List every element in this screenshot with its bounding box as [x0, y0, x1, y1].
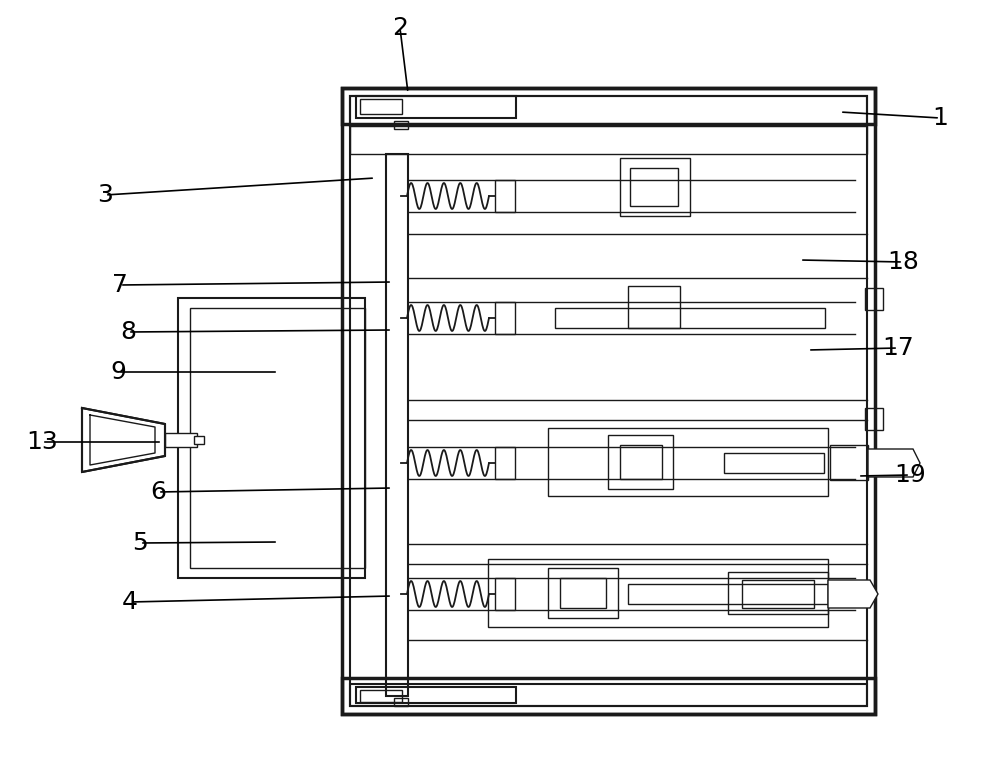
Bar — [495, 578, 515, 610]
Bar — [350, 96, 867, 126]
Bar — [342, 678, 875, 714]
Text: 17: 17 — [882, 336, 914, 360]
Bar — [555, 308, 825, 328]
Text: 6: 6 — [150, 480, 166, 504]
Bar — [356, 687, 516, 703]
Text: 19: 19 — [894, 463, 926, 487]
Bar — [342, 88, 875, 124]
Bar — [342, 88, 875, 714]
Bar — [165, 433, 197, 447]
Bar — [178, 298, 365, 578]
Bar — [628, 584, 828, 604]
Text: 3: 3 — [97, 183, 113, 207]
Text: 4: 4 — [122, 590, 138, 614]
Bar — [386, 154, 408, 696]
Text: 9: 9 — [110, 360, 126, 384]
Bar — [865, 288, 883, 310]
Bar — [728, 572, 828, 614]
Text: 18: 18 — [887, 250, 919, 274]
Bar — [620, 158, 690, 216]
Text: 5: 5 — [132, 531, 148, 555]
Text: 7: 7 — [112, 273, 128, 297]
Bar — [350, 126, 867, 154]
Bar — [356, 96, 516, 118]
Text: 13: 13 — [26, 430, 58, 454]
Bar — [628, 286, 680, 328]
Text: 2: 2 — [392, 16, 408, 40]
Bar — [620, 445, 662, 479]
Bar — [360, 690, 402, 702]
Bar — [495, 447, 515, 479]
Bar — [194, 436, 204, 444]
Bar — [830, 445, 868, 480]
Polygon shape — [868, 449, 920, 477]
Text: 1: 1 — [932, 106, 948, 130]
Bar — [630, 168, 678, 206]
Bar — [865, 408, 883, 430]
Polygon shape — [828, 580, 878, 608]
Bar — [350, 96, 867, 706]
Text: 8: 8 — [120, 320, 136, 344]
Bar — [742, 580, 814, 608]
Bar — [394, 698, 408, 706]
Bar — [724, 453, 824, 473]
Bar — [548, 428, 828, 496]
Bar — [488, 559, 828, 627]
Bar — [394, 121, 408, 129]
Bar — [350, 684, 867, 706]
Bar — [548, 568, 618, 618]
Bar — [190, 308, 365, 568]
Bar — [495, 302, 515, 334]
Bar — [608, 435, 673, 489]
Bar — [560, 578, 606, 608]
Bar — [495, 180, 515, 212]
Polygon shape — [82, 408, 165, 472]
Bar — [360, 99, 402, 114]
